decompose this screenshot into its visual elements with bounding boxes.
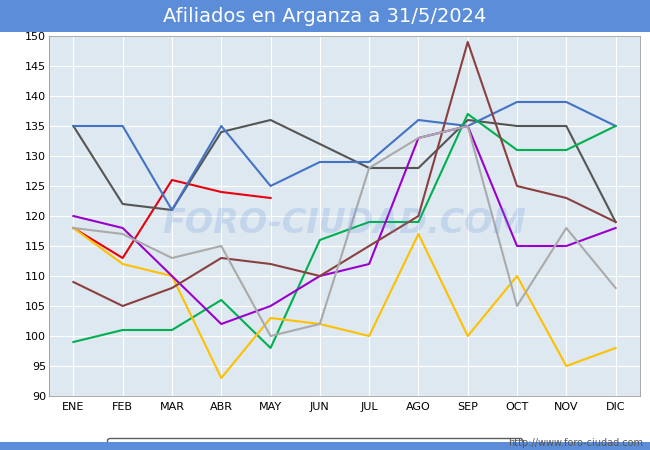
Legend: 2024, 2023, 2022, 2021, 2020, 2019, 2018, 2017: 2024, 2023, 2022, 2021, 2020, 2019, 2018… (107, 437, 523, 450)
Text: FORO-CIUDAD.COM: FORO-CIUDAD.COM (162, 207, 526, 240)
Text: Afiliados en Arganza a 31/5/2024: Afiliados en Arganza a 31/5/2024 (163, 7, 487, 26)
Text: http://www.foro-ciudad.com: http://www.foro-ciudad.com (508, 438, 644, 448)
